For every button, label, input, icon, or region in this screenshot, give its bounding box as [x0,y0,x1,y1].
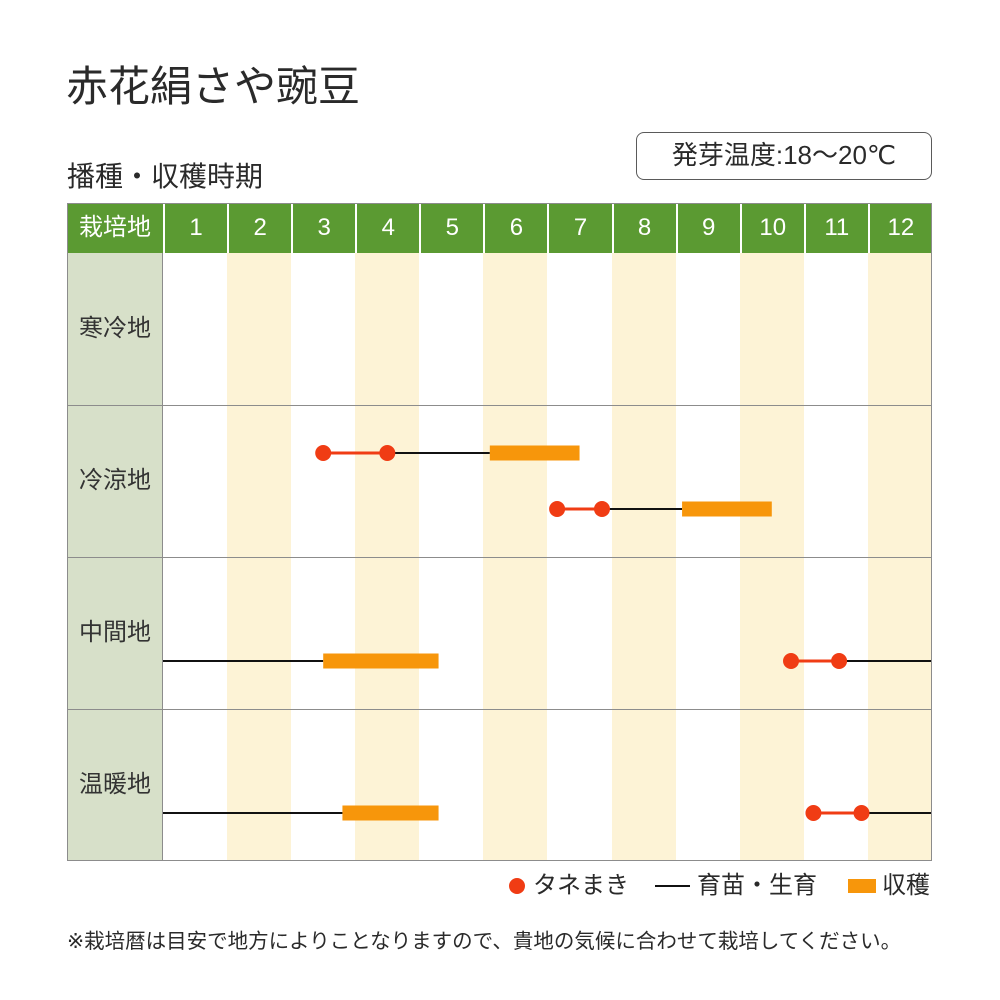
harvest-period-bar [489,445,580,461]
sowing-end-dot [379,445,396,461]
growing-legend-marker [655,885,690,887]
month-header-4: 4 [355,203,419,253]
harvest-legend-label: 収穫 [882,872,930,899]
header-region-label: 栽培地 [79,214,151,241]
month-header-12: 12 [867,203,932,253]
growing-legend-label: 育苗・生育 [697,872,817,899]
region-label-cool: 冷涼地 [79,467,151,494]
sowing-start-dot [549,501,566,517]
month-header-8: 8 [611,203,676,253]
sowing-legend-label: タネまき [533,872,629,899]
page-title: 赤花絹さや豌豆 [66,63,361,110]
sowing-start-dot [805,805,822,821]
month-header-6: 6 [483,203,547,253]
sowing-end-dot [831,653,848,669]
month-header-11: 11 [803,203,868,253]
month-header-5: 5 [419,203,483,253]
sowing-end-dot [853,805,870,821]
sowing-start-dot [315,445,332,461]
germination-temperature-badge: 発芽温度:18〜20℃ [636,132,932,180]
harvest-period-bar [682,501,772,517]
month-header-9: 9 [675,203,740,253]
sowing-legend-marker [509,878,525,894]
month-header-2: 2 [227,203,291,253]
row-divider [67,405,932,406]
schedule-marks [163,445,932,821]
chart-header-row: 栽培地 1 2 3 4 5 6 7 8 9 10 11 12 [67,203,932,253]
harvest-period-bar [323,653,439,669]
row-divider [67,709,932,710]
sowing-end-dot [593,501,610,517]
region-label-warm: 温暖地 [79,771,151,798]
harvest-legend-marker [848,879,876,893]
footnote: ※栽培暦は目安で地方によりことなりますので、貴地の気候に合わせて栽培してください… [67,930,902,953]
region-label-intermediate: 中間地 [79,619,151,646]
region-label-cold: 寒冷地 [79,315,151,342]
planting-calendar-chart: 栽培地 1 2 3 4 5 6 7 8 9 10 11 12 寒冷地 冷涼地 中… [67,203,932,861]
section-title: 播種・収穫時期 [67,161,264,192]
month-header-3: 3 [291,203,355,253]
sowing-start-dot [783,653,800,669]
month-header-10: 10 [739,203,804,253]
row-divider [67,557,932,558]
month-header-7: 7 [547,203,611,253]
month-header-1: 1 [163,203,227,253]
harvest-period-bar [342,805,439,821]
